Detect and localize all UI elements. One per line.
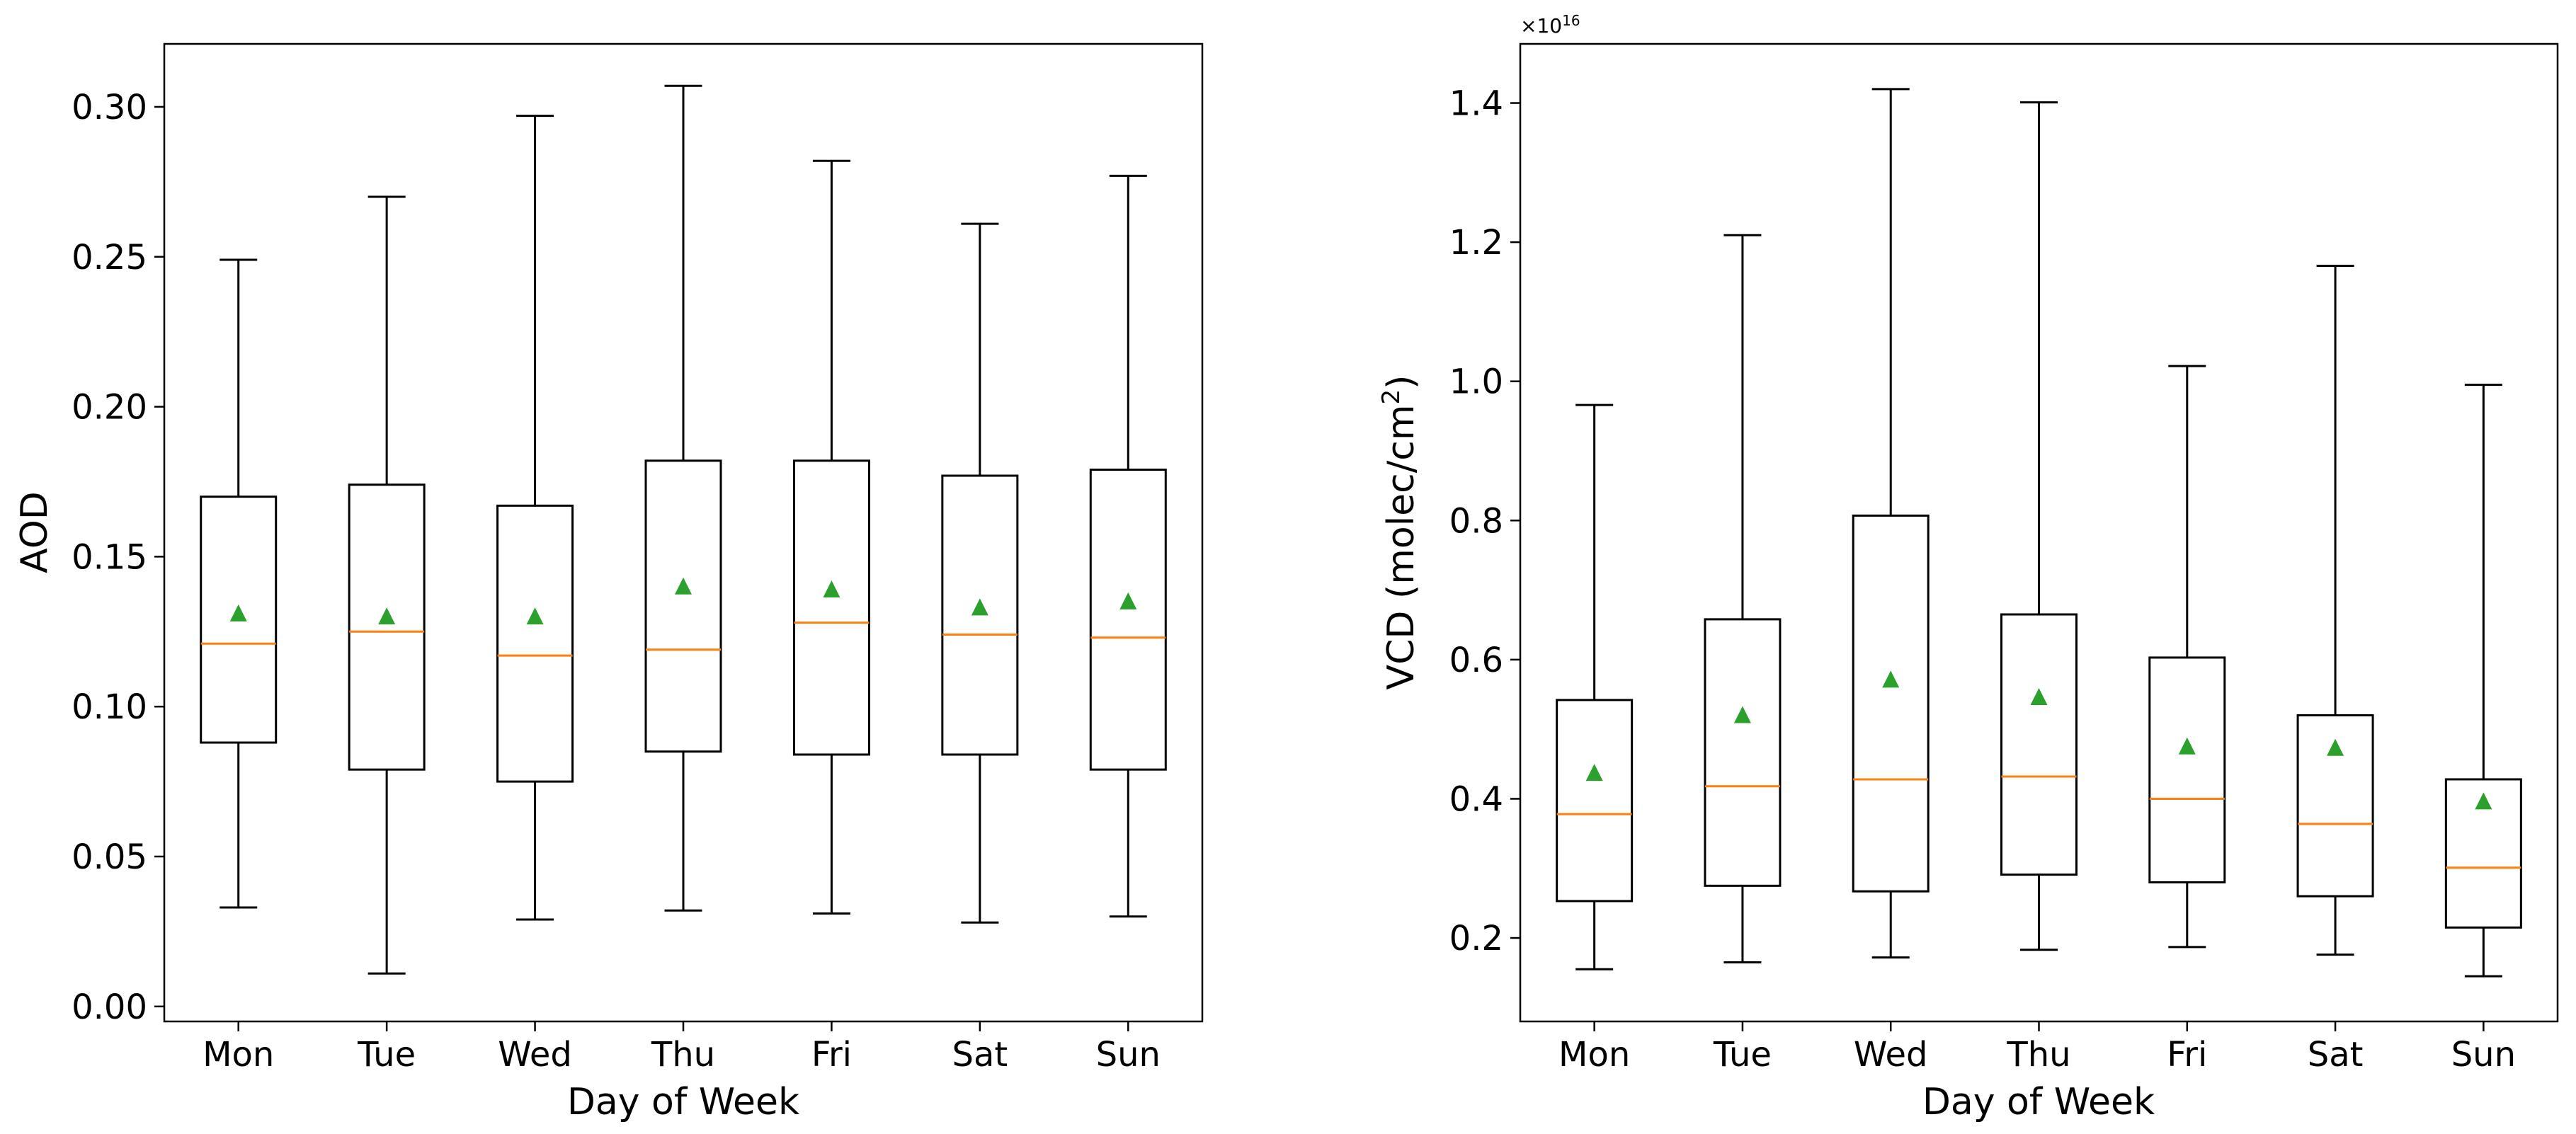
mean-marker (1119, 592, 1137, 609)
mean-marker (378, 607, 396, 625)
aod-y-tick-label: 0.20 (72, 388, 147, 428)
vcd-x-axis-title: Day of Week (1922, 1081, 2155, 1123)
mean-marker (1585, 764, 1603, 781)
iqr-box (348, 483, 426, 771)
iqr-box (200, 496, 278, 744)
aod-y-tick-label: 0.00 (72, 987, 147, 1027)
mean-marker (229, 604, 247, 622)
aod-box-wed (496, 115, 574, 921)
vcd-offset-prefix: ×10 (1520, 14, 1562, 38)
aod-y-tick-label: 0.05 (72, 837, 147, 877)
vcd-x-tick-label: Wed (1854, 1035, 1928, 1075)
aod-x-tick-label: Tue (357, 1035, 416, 1075)
vcd-x-tick-label: Mon (1558, 1035, 1630, 1075)
vcd-y-tick-label: 1.2 (1449, 223, 1503, 263)
vcd-y-tick-label: 0.4 (1449, 779, 1503, 819)
vcd-offset-text: ×1016 (1520, 12, 1580, 38)
iqr-box (1704, 618, 1782, 887)
aod-box-sat (941, 222, 1019, 924)
iqr-box (792, 459, 870, 756)
mean-marker (526, 607, 544, 625)
vcd-x-tick-label: Thu (2006, 1035, 2070, 1075)
iqr-box (1089, 469, 1167, 771)
mean-marker (2178, 737, 2196, 755)
mean-marker (675, 577, 692, 595)
iqr-box (1852, 514, 1930, 893)
vcd-box-sun (2444, 384, 2522, 978)
aod-y-axis: 0.00 0.05 0.10 0.15 0.20 0.25 0.30 (72, 88, 164, 1027)
vcd-x-axis: Mon Tue Wed Thu Fri Sat Sun (1558, 1021, 2516, 1075)
vcd-box-mon (1556, 403, 1634, 970)
aod-box-thu (644, 84, 722, 912)
vcd-offset-exponent: 16 (1562, 12, 1580, 29)
mean-marker (2475, 792, 2492, 810)
iqr-box (644, 459, 722, 753)
mean-marker (2030, 687, 2048, 705)
aod-y-tick-label: 0.25 (72, 238, 147, 277)
vcd-box-thu (2000, 101, 2078, 951)
vcd-y-axis: 0.2 0.4 0.6 0.8 1.0 1.2 1.4 (1449, 84, 1520, 958)
vcd-y-axis-title-sup: 2 (1377, 389, 1406, 405)
aod-y-tick-label: 0.15 (72, 537, 147, 577)
mean-marker (971, 598, 988, 616)
mean-marker (823, 580, 840, 597)
aod-box-fri (792, 159, 870, 915)
vcd-y-tick-label: 0.8 (1449, 501, 1503, 541)
aod-box-sun (1089, 174, 1167, 918)
aod-y-axis-title: AOD (13, 491, 56, 573)
vcd-x-tick-label: Sat (2308, 1035, 2364, 1075)
iqr-box (2444, 778, 2522, 929)
aod-x-axis-title: Day of Week (567, 1081, 799, 1123)
aod-y-tick-label: 0.30 (72, 88, 147, 127)
vcd-y-tick-label: 1.0 (1449, 362, 1503, 402)
vcd-y-axis-title-end: ) (1380, 375, 1423, 389)
vcd-box-wed (1852, 88, 1930, 959)
aod-boxplot-panel: 0.00 0.05 0.10 0.15 0.20 0.25 0.30 Mon Tue Wed Th… (13, 42, 1204, 1123)
iqr-box (2000, 613, 2078, 876)
aod-x-tick-label: Thu (651, 1035, 715, 1075)
mean-marker (2327, 738, 2344, 756)
iqr-box (2148, 656, 2226, 883)
iqr-box (2296, 714, 2374, 898)
aod-x-tick-label: Sun (1096, 1035, 1161, 1075)
mean-marker (1882, 670, 1900, 688)
vcd-boxes (1556, 88, 2522, 978)
iqr-box (1556, 699, 1634, 903)
aod-x-tick-label: Fri (811, 1035, 852, 1075)
iqr-box (496, 504, 574, 783)
vcd-box-fri (2148, 365, 2226, 949)
aod-box-tue (348, 195, 426, 975)
aod-boxes (200, 84, 1167, 975)
vcd-y-axis-title: VCD (molec/cm2) (1377, 375, 1423, 690)
vcd-y-tick-label: 0.6 (1449, 641, 1503, 680)
aod-x-tick-label: Mon (203, 1035, 274, 1075)
vcd-y-tick-label: 1.4 (1449, 84, 1503, 124)
aod-x-axis: Mon Tue Wed Thu Fri Sat Sun (203, 1021, 1161, 1075)
aod-x-tick-label: Sat (952, 1035, 1008, 1075)
vcd-y-tick-label: 0.2 (1449, 919, 1503, 958)
vcd-box-sat (2296, 265, 2374, 956)
vcd-x-tick-label: Tue (1713, 1035, 1772, 1075)
aod-y-tick-label: 0.10 (72, 687, 147, 727)
vcd-x-tick-label: Sun (2451, 1035, 2516, 1075)
vcd-boxplot-panel: 0.2 0.4 0.6 0.8 1.0 1.2 1.4 Mon Tue Wed Thu Fri Sat… (1377, 12, 2559, 1123)
aod-x-tick-label: Wed (498, 1035, 572, 1075)
iqr-box (941, 474, 1019, 756)
vcd-box-tue (1704, 234, 1782, 963)
mean-marker (1733, 706, 1751, 723)
vcd-y-axis-title-main: VCD (molec/cm (1380, 404, 1423, 689)
aod-box-mon (200, 258, 278, 909)
vcd-x-tick-label: Fri (2167, 1035, 2207, 1075)
